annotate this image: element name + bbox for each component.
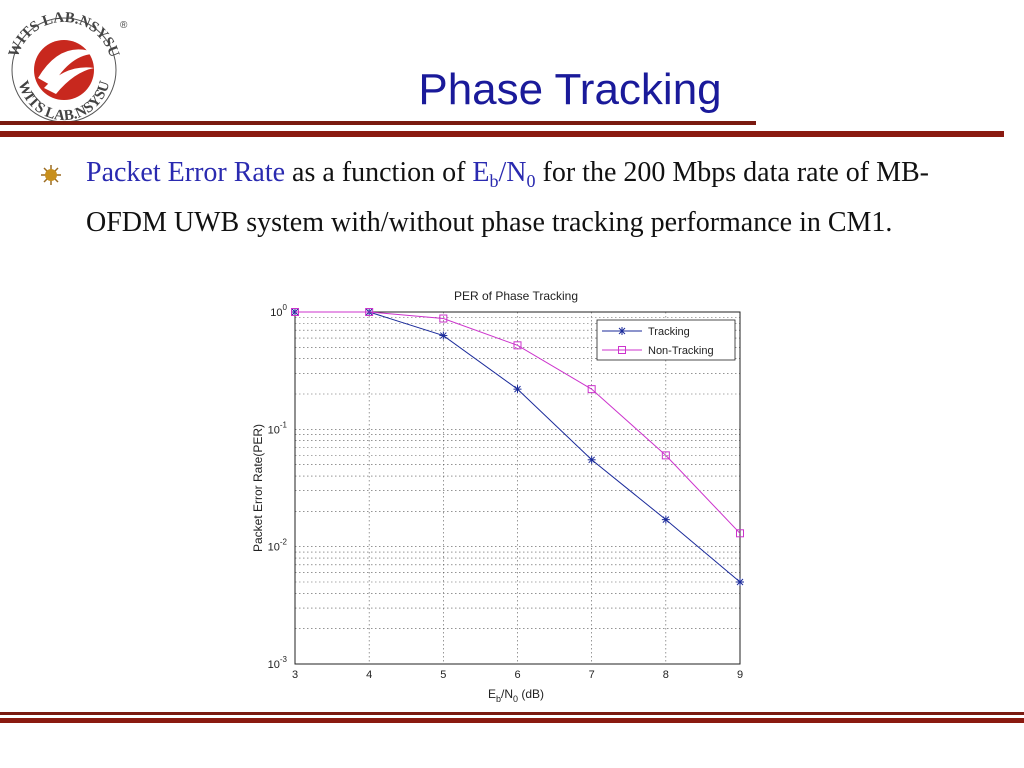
series-line — [295, 311, 741, 534]
data-point — [618, 346, 626, 354]
legend-item: Non-Tracking — [602, 345, 714, 357]
axis-ticks: 3 4 5 6 7 8 9 100 10-1 10-2 10-3 — [268, 303, 743, 681]
y-tick-label: 10-3 — [268, 655, 288, 671]
y-tick-label: 100 — [270, 303, 287, 319]
chart-legend: Tracking Non-Tracking — [596, 319, 736, 361]
legend-item: Tracking — [602, 326, 690, 338]
x-tick-label: 6 — [514, 669, 520, 681]
legend-label: Non-Tracking — [648, 345, 714, 357]
chart-grid — [295, 312, 740, 664]
bullet-text-part1: as a function of — [285, 157, 473, 188]
data-point — [439, 314, 448, 323]
bullet-text-part2: for the 200 Mbps data rate of MB-OFDM UW… — [86, 157, 929, 238]
bullet-text: Packet Error Rate as a function of Eb/N0… — [86, 152, 976, 243]
data-point — [661, 451, 670, 460]
plot-frame — [294, 311, 741, 665]
x-tick-label: 5 — [440, 669, 446, 681]
x-tick-label: 9 — [737, 669, 743, 681]
data-point — [514, 385, 521, 393]
y-tick-label: 10-2 — [268, 538, 288, 554]
x-tick-label: 4 — [366, 669, 372, 681]
series-layer — [291, 308, 744, 586]
footer-rule-thin — [0, 712, 1024, 715]
data-point — [587, 385, 596, 394]
x-tick-label: 7 — [589, 669, 595, 681]
legend-label: Tracking — [648, 326, 690, 338]
per-chart: PER of Phase Tracking 3 4 5 6 7 8 9 100 10-1 10-2… — [251, 289, 744, 704]
data-point — [736, 529, 744, 538]
slide-title: Phase Tracking — [418, 65, 722, 114]
registered-mark: ® — [120, 20, 128, 31]
x-tick-label: 8 — [663, 669, 669, 681]
data-point — [618, 327, 626, 335]
bullet-sun-icon — [41, 165, 61, 185]
chart-title: PER of Phase Tracking — [454, 289, 578, 303]
footer-rule-thick — [0, 718, 1024, 723]
data-point — [736, 578, 744, 586]
y-tick-label: 10-1 — [268, 420, 288, 436]
y-axis-label: Packet Error Rate(PER) — [251, 424, 265, 552]
data-point — [588, 456, 596, 464]
data-point — [439, 332, 447, 339]
x-tick-label: 3 — [292, 669, 298, 681]
data-point — [662, 516, 670, 523]
header-rule-thin — [0, 121, 756, 125]
header-rule-thick — [0, 131, 1004, 137]
wits-lab-logo: WITS LAB.NSYSU WITS LAB.NSYSU ® — [6, 10, 128, 125]
data-point — [291, 308, 299, 316]
x-axis-label: Eb/N0 (dB) — [488, 687, 544, 704]
data-point — [513, 341, 522, 350]
bullet-highlight: Packet Error Rate — [86, 157, 286, 188]
data-point — [365, 308, 374, 316]
series-non-tracking — [291, 308, 744, 538]
eb-n0-symbol: Eb/N0 — [472, 157, 536, 191]
